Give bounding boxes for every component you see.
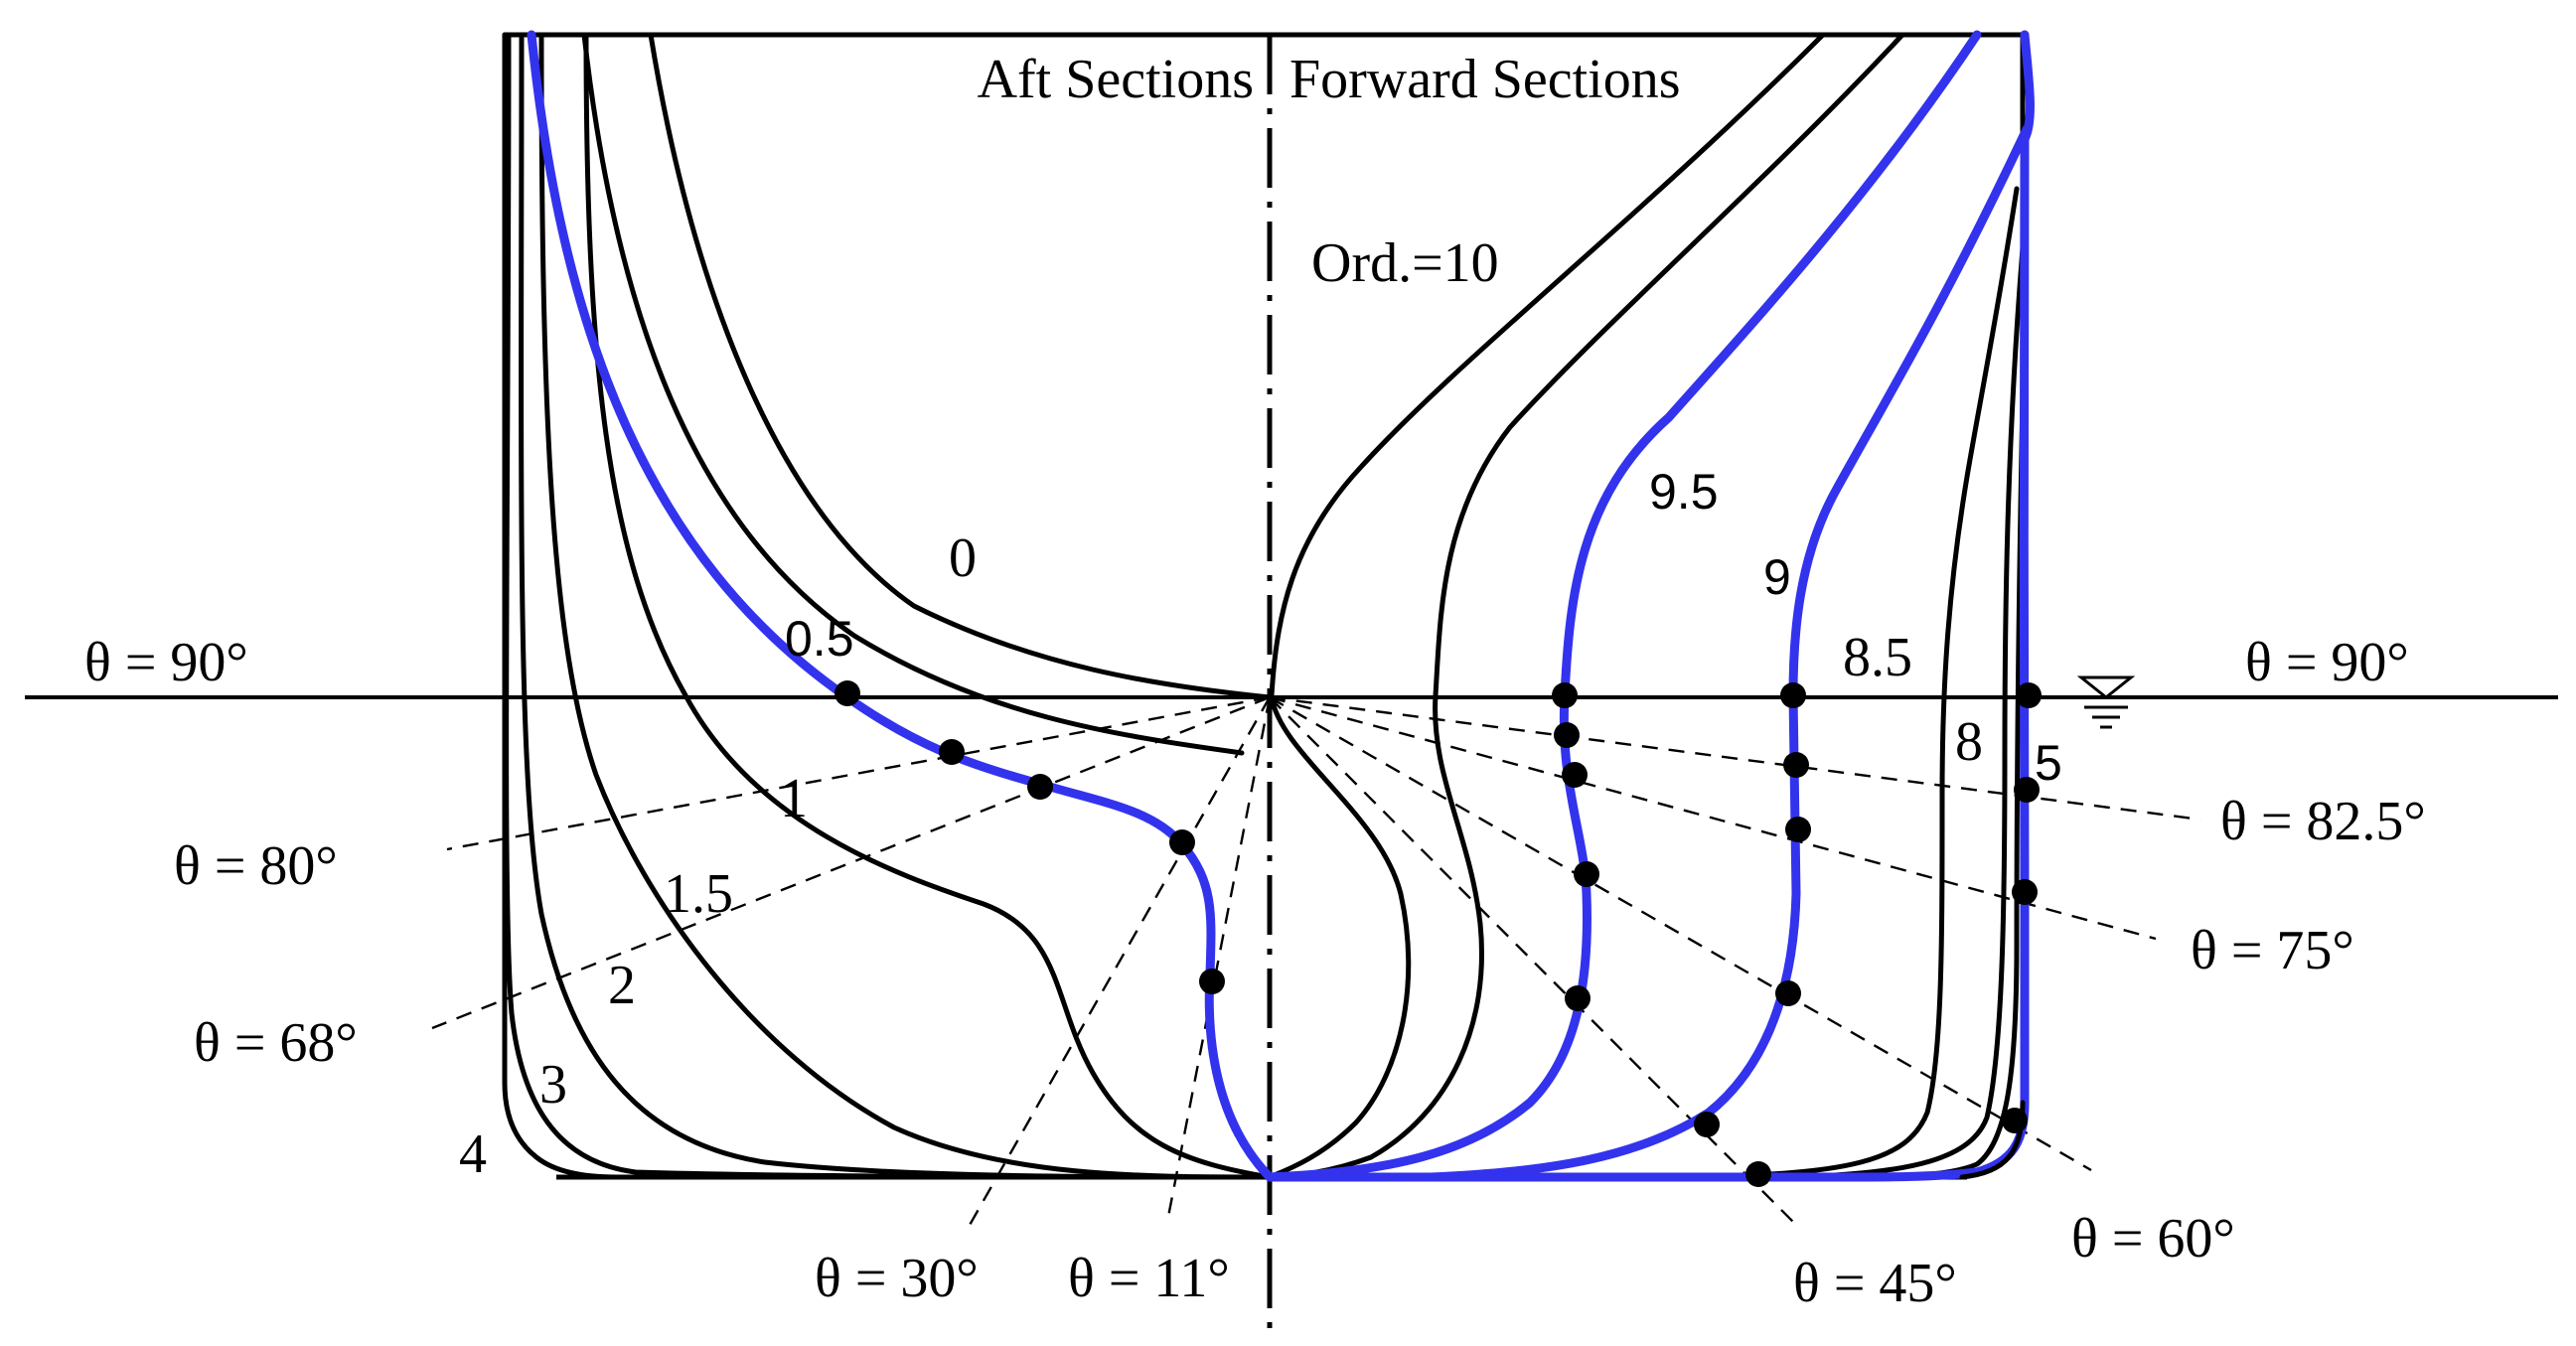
ray-75: [1269, 695, 2157, 941]
point: [2012, 879, 2038, 905]
point: [2014, 777, 2040, 803]
section-label-9: 9: [1763, 549, 1791, 605]
section-0-5-curve: [527, 30, 1275, 1182]
angle-label-right-90: θ = 90°: [2245, 632, 2409, 693]
ray-45: [1269, 696, 1799, 1228]
ray-82-5: [1269, 695, 2201, 822]
point: [1552, 682, 1578, 708]
point: [834, 680, 860, 706]
point: [1783, 752, 1809, 778]
ordinate-label: Ord.=10: [1311, 232, 1499, 294]
section-10-curve: [1269, 32, 1826, 698]
angle-rays: [431, 695, 2201, 1228]
point: [1785, 817, 1811, 842]
section-4-curve: [502, 32, 1273, 1180]
ray-11: [1165, 696, 1272, 1223]
point: [1199, 969, 1225, 994]
section-10-lower-curve: [1267, 694, 1412, 1180]
section-9-5-curve: [1265, 30, 1982, 1182]
angle-label-82-5: θ = 82.5°: [2220, 791, 2426, 852]
angle-label-68: θ = 68°: [194, 1012, 358, 1074]
section-5-curve: [1265, 30, 2035, 1182]
ray-30: [967, 696, 1272, 1228]
section-label-3: 3: [539, 1054, 567, 1116]
angle-label-60: θ = 60°: [2071, 1208, 2235, 1270]
section-label-0-5: 0.5: [785, 611, 854, 667]
section-8-curve: [1267, 245, 2026, 1180]
angle-label-left-90: θ = 90°: [84, 632, 248, 693]
angle-label-75: θ = 75°: [2191, 920, 2354, 981]
section-label-9-5: 9.5: [1649, 464, 1719, 520]
point: [1574, 861, 1599, 887]
aft-sections-label: Aft Sections: [978, 49, 1254, 110]
section-label-8-5: 8.5: [1843, 627, 1912, 688]
section-label-1-5: 1.5: [664, 863, 733, 925]
waterline-symbol-icon: [2076, 675, 2136, 729]
point: [1780, 682, 1806, 708]
section-9-75-curve: [1267, 32, 1905, 1180]
point: [2016, 682, 2042, 708]
point: [1169, 829, 1195, 855]
section-1-5-curve: [538, 32, 1273, 1180]
section-8-5-curve: [1267, 186, 2020, 1180]
angle-label-30: θ = 30°: [815, 1248, 979, 1309]
section-1-curve: [583, 32, 1273, 1180]
point: [1027, 774, 1053, 800]
section-2-curve: [519, 32, 1273, 1180]
sample-points: [834, 680, 2042, 1187]
point: [2002, 1108, 2028, 1133]
point: [939, 739, 965, 765]
point: [1554, 722, 1580, 748]
section-label-5: 5: [2035, 735, 2062, 791]
section-label-2: 2: [608, 955, 636, 1016]
forward-sections-label: Forward Sections: [1289, 49, 1681, 110]
forward-sections: [1265, 30, 2035, 1182]
point: [1745, 1161, 1771, 1187]
point: [1565, 985, 1591, 1011]
point: [1775, 980, 1801, 1006]
section-label-4: 4: [459, 1123, 487, 1185]
angle-label-80: θ = 80°: [174, 835, 338, 897]
point: [1562, 762, 1588, 788]
angle-label-45: θ = 45°: [1793, 1253, 1957, 1314]
section-0-25-curve: [581, 32, 1245, 756]
ray-80: [446, 695, 1271, 851]
angle-label-11: θ = 11°: [1068, 1248, 1230, 1309]
section-0-curve: [648, 32, 1273, 700]
ray-60: [1269, 695, 2092, 1172]
section-label-8: 8: [1955, 711, 1983, 773]
section-label-1: 1: [780, 768, 808, 829]
point: [1694, 1112, 1720, 1137]
section-label-0: 0: [949, 527, 977, 589]
